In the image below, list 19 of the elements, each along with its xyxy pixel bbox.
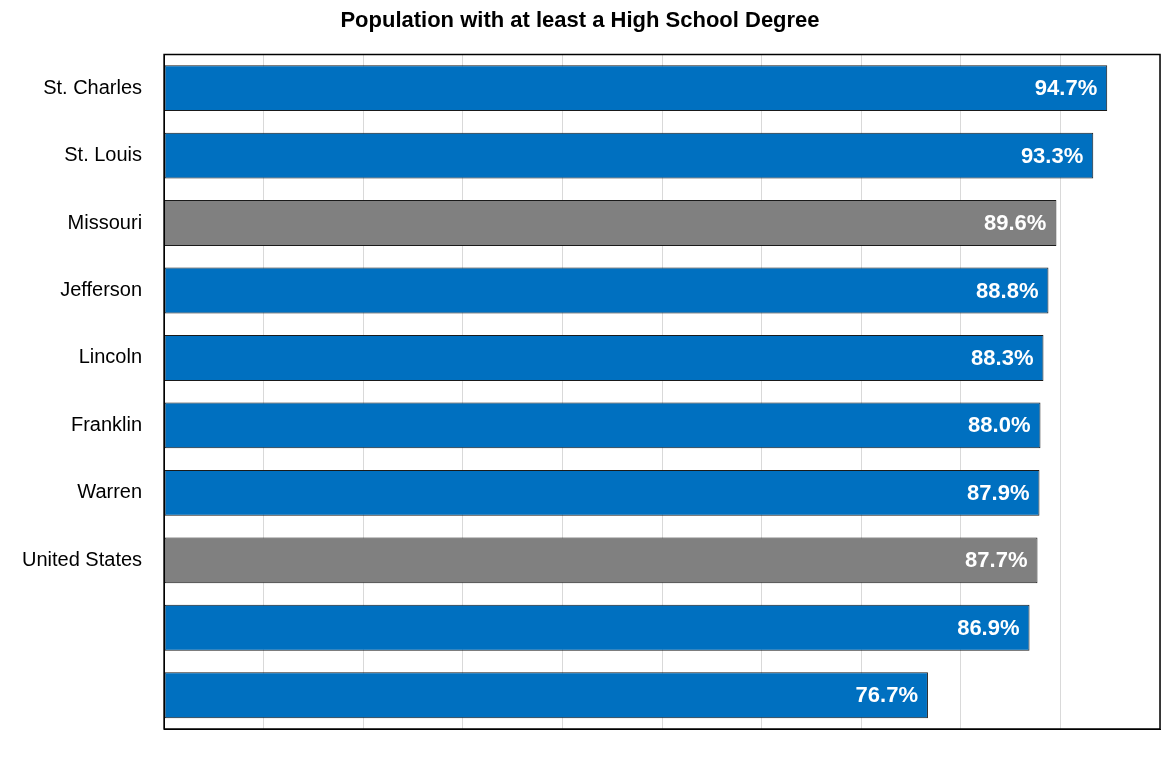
data-label: 87.7% (965, 547, 1028, 573)
y-tick-label: United States (21, 547, 143, 570)
data-label: 88.3% (971, 345, 1034, 371)
data-label: 93.3% (1020, 142, 1084, 168)
y-tick-label: Lincoln (78, 345, 143, 368)
data-label: 94.7% (1034, 75, 1098, 101)
data-label: 89.6% (984, 210, 1047, 236)
y-tick-label: Franklin (70, 412, 143, 435)
y-tick-label: St. Charles (43, 75, 143, 98)
y-tick-label: Missouri (67, 210, 143, 233)
y-tick-label: Jefferson (60, 278, 143, 301)
y-tick-label: St. Louis (64, 143, 143, 166)
data-label: 87.9% (967, 479, 1030, 505)
chart-title: Population with at least a High School Degree (340, 7, 820, 33)
data-label: 86.9% (957, 614, 1020, 640)
data-label: 88.0% (968, 412, 1031, 438)
data-label: 88.8% (976, 277, 1039, 303)
data-label: 76.7% (855, 682, 918, 708)
y-tick-label: Warren (77, 480, 143, 503)
